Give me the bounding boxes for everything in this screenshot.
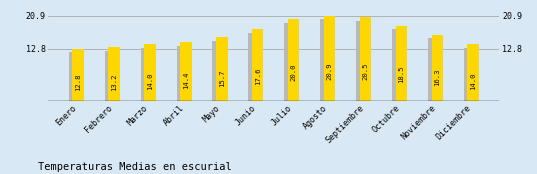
- Bar: [141, 48, 152, 101]
- Bar: [213, 41, 224, 101]
- Bar: [464, 48, 475, 101]
- Text: 17.6: 17.6: [255, 67, 260, 85]
- Bar: [69, 52, 81, 101]
- Bar: [105, 51, 116, 101]
- Bar: [252, 29, 264, 101]
- Bar: [249, 33, 260, 101]
- Text: 14.4: 14.4: [183, 72, 189, 89]
- Text: 13.2: 13.2: [111, 73, 117, 91]
- Bar: [396, 26, 407, 101]
- Text: Temperaturas Medias en escurial: Temperaturas Medias en escurial: [38, 162, 231, 172]
- Bar: [216, 37, 228, 101]
- Bar: [432, 35, 443, 101]
- Text: 14.0: 14.0: [147, 72, 153, 90]
- Text: 12.8: 12.8: [75, 74, 81, 91]
- Bar: [108, 47, 120, 101]
- Text: 14.0: 14.0: [470, 72, 476, 90]
- Bar: [288, 19, 299, 101]
- Text: 20.5: 20.5: [362, 63, 368, 80]
- Bar: [324, 16, 335, 101]
- Bar: [428, 38, 439, 101]
- Bar: [320, 19, 332, 101]
- Text: 20.0: 20.0: [291, 64, 296, 81]
- Text: 18.5: 18.5: [398, 66, 404, 83]
- Bar: [356, 21, 368, 101]
- Bar: [284, 23, 296, 101]
- Bar: [392, 29, 403, 101]
- Bar: [72, 49, 84, 101]
- Text: 15.7: 15.7: [219, 70, 225, 87]
- Bar: [177, 46, 188, 101]
- Bar: [467, 44, 479, 101]
- Text: 20.9: 20.9: [326, 62, 332, 80]
- Bar: [360, 17, 371, 101]
- Bar: [180, 42, 192, 101]
- Bar: [144, 44, 156, 101]
- Text: 16.3: 16.3: [434, 69, 440, 86]
